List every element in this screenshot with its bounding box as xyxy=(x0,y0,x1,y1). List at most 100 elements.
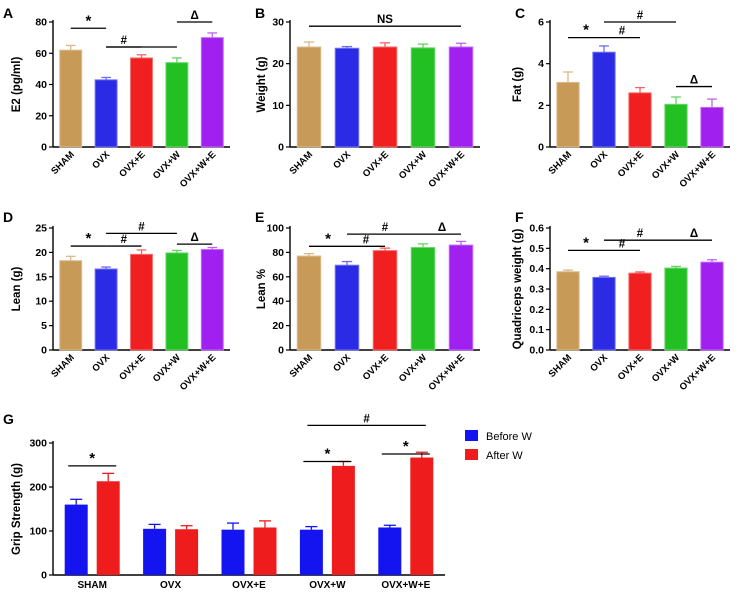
chart-panel-d: D 0 5 10 15 20 25 Lean (g) SHAM OVX OVX+E OVX+WOVX+… xyxy=(3,209,230,393)
y-tick-label: 100 xyxy=(29,526,47,538)
y-tick-label: 0 xyxy=(278,142,284,154)
y-tick-label: 0.1 xyxy=(529,324,544,336)
y-tick-label: 6 xyxy=(538,17,544,29)
y-axis-label: Fat (g) xyxy=(512,67,524,102)
y-tick-label: 80 xyxy=(272,247,284,259)
bar-ovx-w xyxy=(664,103,688,148)
legend-swatch xyxy=(465,449,478,460)
significance-mark: # xyxy=(138,221,145,233)
x-tick-label: OVX+E xyxy=(117,149,147,179)
y-tick-label: 0 xyxy=(41,570,47,582)
significance-mark: # xyxy=(121,234,128,246)
legend-swatch xyxy=(465,430,478,441)
x-tick-label: OVX xyxy=(331,149,353,171)
x-tick-label: SHAM xyxy=(49,352,77,380)
y-tick-label: 0.0 xyxy=(529,345,544,357)
significance-mark: * xyxy=(89,450,95,467)
significance-mark: # xyxy=(619,26,626,38)
x-tick-label: OVX+E xyxy=(616,149,646,179)
x-tick-label: OVX+W+E xyxy=(426,149,467,190)
y-tick-label: 10 xyxy=(35,296,47,308)
y-tick-label: 0.2 xyxy=(529,304,544,316)
y-tick-label: 0 xyxy=(278,345,284,357)
y-tick-label: 0 xyxy=(41,142,47,154)
bar-ovx-w-e xyxy=(700,106,724,148)
x-tick-label: OVX+W+E xyxy=(426,352,467,393)
y-tick-label: 25 xyxy=(35,223,47,235)
y-tick-label: 60 xyxy=(272,271,284,283)
y-tick-label: 0.5 xyxy=(529,243,544,255)
significance-mark: * xyxy=(583,22,589,39)
bar-after-w xyxy=(96,481,120,575)
bar-ovx-e xyxy=(130,57,153,148)
bar-ovx-w-e xyxy=(200,37,224,148)
x-tick-label: OVX xyxy=(90,352,112,374)
x-tick-label: OVX+W+E xyxy=(178,352,219,393)
y-tick-label: 40 xyxy=(272,296,284,308)
bar-sham xyxy=(59,49,83,148)
bar-ovx-e xyxy=(372,46,398,148)
y-axis-label: Weight (g) xyxy=(256,56,268,112)
y-tick-label: 100 xyxy=(266,223,284,235)
x-tick-label: OVX+W+E xyxy=(677,352,718,393)
y-tick-label: 30 xyxy=(272,17,284,29)
bar-ovx-w xyxy=(165,62,189,148)
y-tick-label: 80 xyxy=(35,17,47,29)
significance-mark: Δ xyxy=(438,222,446,234)
x-tick-label: OVX+E xyxy=(361,149,391,179)
bar-before-w xyxy=(299,529,323,575)
x-tick-label: OVX+W xyxy=(650,149,682,181)
significance-mark: * xyxy=(325,230,331,247)
significance-mark: NS xyxy=(377,14,393,26)
bar-ovx xyxy=(94,268,118,351)
significance-mark: * xyxy=(324,445,330,462)
x-tick-label: OVX+W+E xyxy=(178,149,219,190)
x-tick-label: OVX+E xyxy=(117,352,147,382)
bar-sham xyxy=(556,81,580,148)
significance-mark: * xyxy=(403,438,409,455)
legend-label: Before W xyxy=(486,431,532,443)
y-axis-label: E2 (pg/ml) xyxy=(11,57,23,113)
x-tick-label: OVX xyxy=(160,580,181,591)
bar-sham xyxy=(556,271,580,351)
significance-mark: Δ xyxy=(690,228,698,240)
bar-ovx-w-e xyxy=(200,248,224,351)
y-tick-label: 20 xyxy=(35,247,47,259)
x-tick-label: OVX+W xyxy=(309,580,346,591)
significance-mark: Δ xyxy=(190,10,198,22)
x-tick-label: SHAM xyxy=(77,580,106,591)
chart-panel-a: A 0 20 40 60 80 E2 (pg/ml) SHAM OVX OVX+E OVX+WOVX… xyxy=(3,5,230,190)
significance-mark: Δ xyxy=(190,232,198,244)
y-tick-label: 200 xyxy=(29,482,47,494)
significance-mark: # xyxy=(363,234,370,246)
bar-before-w xyxy=(221,529,245,575)
significance-mark: # xyxy=(637,10,644,22)
y-tick-label: 20 xyxy=(272,320,284,332)
panel-letter: D xyxy=(3,209,13,225)
y-tick-label: 20 xyxy=(272,58,284,70)
chart-panel-e: E 0 20 40 60 80 100 Lean % SHAM OVX OVX+E OVX+WOVX+… xyxy=(255,209,480,393)
panel-letter: A xyxy=(3,5,13,21)
chart-panel-f: F 0.0 0.1 0.2 0.3 0.4 0.5 0.6 Quadriceps weight … xyxy=(512,209,730,393)
chart-panel-g: G 0 100 200 300 Grip Strength (g) SHAM OVX OVX+E… xyxy=(3,411,532,591)
bar-ovx xyxy=(592,276,616,351)
bar-ovx-e xyxy=(628,272,652,351)
bar-ovx-e xyxy=(372,250,398,351)
y-tick-label: 10 xyxy=(272,100,284,112)
bar-ovx xyxy=(94,79,118,148)
bar-before-w xyxy=(143,528,167,575)
x-tick-label: OVX+W xyxy=(151,352,183,384)
x-tick-label: OVX xyxy=(331,352,353,374)
bar-ovx-e xyxy=(628,92,652,148)
x-tick-label: OVX+E xyxy=(361,352,391,382)
x-tick-label: OVX+W+E xyxy=(677,149,718,190)
bar-after-w xyxy=(410,457,434,575)
panel-letter: E xyxy=(255,209,264,225)
bar-before-w xyxy=(378,527,402,575)
x-tick-label: SHAM xyxy=(49,149,77,177)
y-tick-label: 300 xyxy=(29,438,47,450)
x-tick-label: SHAM xyxy=(288,352,316,380)
x-tick-label: OVX+W xyxy=(397,149,429,181)
x-tick-label: OVX+W xyxy=(650,352,682,384)
y-tick-label: 15 xyxy=(35,271,47,283)
